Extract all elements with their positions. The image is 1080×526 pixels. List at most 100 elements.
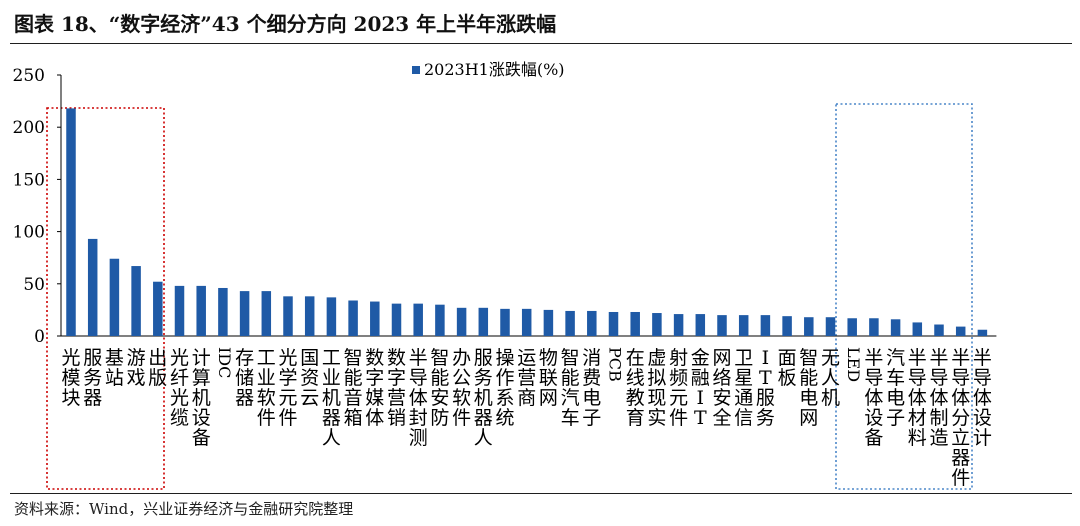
bar xyxy=(717,315,727,336)
x-tick-label: 智能电网 xyxy=(799,347,818,429)
bar xyxy=(847,318,857,336)
y-tick-label: 150 xyxy=(13,170,45,190)
x-tick-label: 射频元件 xyxy=(669,347,688,429)
source-rule xyxy=(10,493,1072,494)
bar xyxy=(131,266,141,336)
x-tick-label: 计算机设备 xyxy=(192,347,211,449)
x-tick-label: 半导体制造 xyxy=(929,347,948,449)
x-tick-label: 游戏 xyxy=(127,347,146,389)
bar xyxy=(478,307,489,336)
x-tick-label: 半导体设计 xyxy=(973,347,992,449)
title-rule xyxy=(10,43,1072,44)
x-tick-label: 存储器 xyxy=(235,347,254,409)
bar xyxy=(587,310,597,336)
x-tick-label: 虚拟现实 xyxy=(647,347,666,429)
x-tick-label: 面板 xyxy=(778,347,797,389)
bar xyxy=(912,322,923,336)
bar xyxy=(87,238,98,336)
source-note: 资料来源：Wind，兴业证券经济与金融研究院整理 xyxy=(14,500,354,518)
bar xyxy=(521,308,532,336)
x-tick-label: 光学元件 xyxy=(278,347,297,429)
bar xyxy=(955,326,966,336)
bar xyxy=(500,308,510,336)
x-tick-label: 出版 xyxy=(148,347,167,389)
x-tick-label: 半导体设备 xyxy=(864,347,883,449)
y-tick-label: 50 xyxy=(23,275,45,295)
x-tick-label: 操作系统 xyxy=(495,347,514,429)
bar xyxy=(869,318,879,336)
y-tick-label: 100 xyxy=(13,223,45,243)
x-tick-label: 在线教育 xyxy=(626,347,645,429)
x-tick-label: 半导体材料 xyxy=(908,347,927,449)
x-tick-label: 消费电子 xyxy=(582,347,601,429)
x-tick-label: 无人机 xyxy=(821,347,840,409)
bar xyxy=(174,285,185,336)
x-tick-label: PCB xyxy=(606,347,625,382)
bar xyxy=(435,304,445,336)
x-tick-label: 工业软件 xyxy=(257,347,276,429)
bar xyxy=(370,301,380,336)
bar xyxy=(109,258,120,336)
bar xyxy=(782,316,792,336)
bar xyxy=(196,285,206,336)
x-tick-label: 半导体封测 xyxy=(409,347,428,449)
bar xyxy=(283,296,293,336)
x-tick-label: 光纤光缆 xyxy=(170,347,189,429)
legend-label: 2023H1涨跌幅(%) xyxy=(424,60,565,79)
y-tick-label: 0 xyxy=(34,327,45,347)
y-tick-label: 200 xyxy=(13,118,45,138)
bar xyxy=(608,311,619,336)
bar xyxy=(261,291,272,336)
x-tick-label: 基站 xyxy=(105,347,124,389)
bar xyxy=(695,314,706,336)
legend-swatch xyxy=(412,66,420,74)
bar xyxy=(760,315,771,336)
bar xyxy=(977,329,988,336)
x-tick-label: 数字营销 xyxy=(387,347,406,429)
x-tick-label: 光模块 xyxy=(61,347,80,409)
bar xyxy=(153,281,163,336)
bar xyxy=(934,324,944,336)
bar xyxy=(66,108,76,337)
bar xyxy=(413,303,423,336)
x-tick-label: 智能音箱 xyxy=(344,347,363,429)
bar xyxy=(565,310,575,336)
x-tick-label: 运营商 xyxy=(517,347,536,409)
x-tick-label: 半导体分立器件 xyxy=(951,347,970,489)
x-tick-label: 智能安防 xyxy=(430,347,449,429)
highlight-box-bottom xyxy=(835,103,973,490)
bar xyxy=(652,313,662,336)
x-tick-label: 服务器 xyxy=(83,347,102,409)
x-tick-label: IDC xyxy=(215,347,234,378)
highlight-box-top xyxy=(46,107,165,490)
bar xyxy=(218,287,228,336)
x-tick-label: 物联网 xyxy=(539,347,558,409)
bar xyxy=(348,300,358,336)
bar xyxy=(890,319,901,336)
bar xyxy=(326,297,337,336)
bar xyxy=(543,309,554,336)
bar xyxy=(738,315,749,336)
bar xyxy=(239,291,250,336)
x-tick-label: 工业机器人 xyxy=(322,347,341,449)
bar xyxy=(673,314,684,336)
bar xyxy=(304,296,315,336)
y-tick-label: 250 xyxy=(13,66,45,86)
x-tick-label: LED xyxy=(844,347,863,382)
x-tick-label: 数字媒体 xyxy=(365,347,384,429)
x-tick-label: 网络安全 xyxy=(712,347,731,429)
x-tick-label: 智能汽车 xyxy=(561,347,580,429)
x-tick-label: 卫星通信 xyxy=(734,347,753,429)
chart-title: 图表 18、“数字经济”43 个细分方向 2023 年上半年涨跌幅 xyxy=(14,12,557,36)
bar xyxy=(825,317,836,336)
x-tick-label: 国资云 xyxy=(300,347,319,409)
x-tick-label: 金融 I T xyxy=(691,347,710,429)
bar xyxy=(456,307,467,336)
x-tick-label: 服务机器人 xyxy=(474,347,493,449)
bar xyxy=(804,317,814,336)
x-tick-label: I T 服务 xyxy=(756,347,775,429)
x-tick-label: 办公软件 xyxy=(452,347,471,429)
bar xyxy=(391,303,402,336)
x-tick-label: 汽车电子 xyxy=(886,347,905,429)
